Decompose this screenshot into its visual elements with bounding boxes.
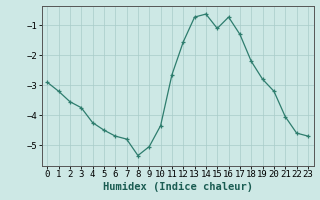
X-axis label: Humidex (Indice chaleur): Humidex (Indice chaleur) [103, 182, 252, 192]
